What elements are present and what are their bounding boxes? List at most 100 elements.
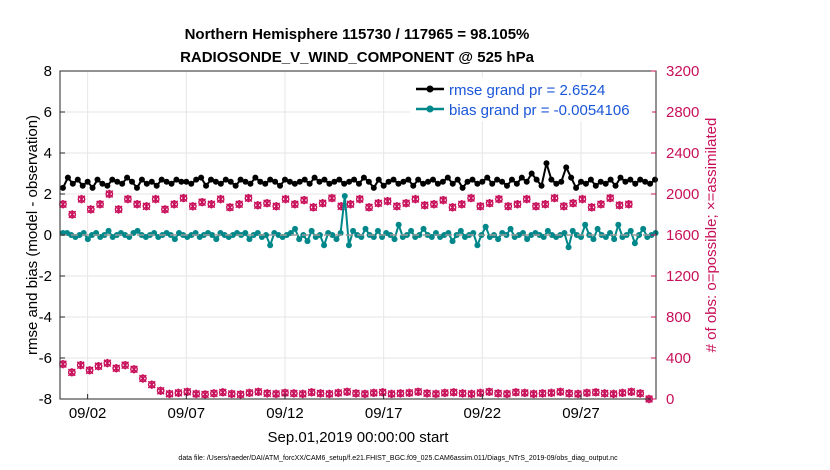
series-rmse-point [296, 178, 303, 185]
series-rmse-point [351, 176, 358, 183]
series-rmse-point [390, 176, 397, 183]
series-rmse-point [198, 174, 205, 181]
obs-low-assimilated-point [609, 389, 618, 399]
series-rmse-point [232, 182, 239, 189]
series-rmse-point [262, 180, 269, 187]
obs-high-assimilated-point [569, 199, 578, 208]
obs-high-assimilated-point [550, 193, 559, 203]
series-rmse-point [454, 176, 461, 183]
obs-high-assimilated-point [457, 200, 466, 209]
obs-high-assimilated-point [96, 200, 104, 209]
chart-marks [59, 160, 659, 404]
series-rmse-point [518, 174, 525, 181]
obs-high-assimilated-point [68, 210, 77, 219]
obs-high-assimilated-point [402, 199, 411, 208]
obs-high-assimilated-point [198, 198, 206, 207]
obs-high-assimilated-point [448, 203, 457, 212]
series-bias-point [507, 225, 514, 232]
series-rmse-point [587, 176, 594, 183]
series-rmse-point [306, 180, 313, 187]
obs-low-assimilated-point [352, 389, 360, 398]
series-rmse-point [415, 176, 422, 183]
series-rmse-point [420, 180, 427, 187]
obs-high-assimilated-point [179, 193, 188, 203]
y-tick-label: -4 [39, 309, 52, 326]
x-tick-label: 09/07 [168, 405, 206, 422]
obs-high-assimilated-point [504, 202, 513, 211]
y-tick-label: 6 [44, 104, 52, 121]
series-rmse-point [508, 176, 515, 183]
series-rmse-point [64, 174, 71, 181]
series-bias-point [631, 240, 638, 247]
series-rmse-point [375, 176, 382, 183]
footer-data-file: data file: /Users/raeder/DAI/ATM_forcXX/… [178, 455, 618, 462]
series-bias-point [84, 236, 91, 243]
series-rmse-point [647, 180, 654, 187]
y-axis-ticks: 8 6 4 2 0 -2 -4 -6 -8 [39, 63, 65, 408]
obs-low-assimilated-point [307, 388, 316, 397]
obs-low-assimilated-point [574, 389, 582, 399]
obs-high-assimilated-point [624, 200, 633, 209]
obs-high-assimilated-point [587, 203, 596, 212]
obs-high-assimilated-point [142, 202, 151, 211]
obs-high-assimilated-point [495, 194, 503, 204]
series-rmse-point [622, 178, 629, 185]
obs-low-assimilated-point [138, 374, 147, 383]
series-rmse-point [444, 174, 451, 181]
series-bias-point [333, 236, 340, 243]
series-rmse-point [124, 174, 131, 181]
obs-low-assimilated-point [325, 389, 334, 399]
y-tick-label: -2 [39, 268, 52, 285]
series-bias-point [321, 242, 328, 249]
obs-low-assimilated-point [316, 389, 325, 398]
right-axis-label: # of obs: o=possible; ×=assimilated [703, 118, 720, 353]
obs-low-assimilated-point [183, 387, 192, 397]
series-bias-point [561, 229, 568, 236]
obs-low-assimilated-point [210, 389, 218, 398]
right-tick-label: 1200 [666, 268, 699, 285]
series-rmse-point [158, 176, 165, 183]
obs-low-assimilated-point [236, 390, 245, 399]
series-rmse-point [321, 176, 328, 183]
obs-high-assimilated-point [207, 200, 216, 209]
obs-high-assimilated-point [123, 194, 132, 204]
series-bias-point [105, 227, 112, 234]
obs-low-assimilated-point [396, 389, 405, 398]
series-rmse-point [281, 176, 288, 183]
obs-high-assimilated-point [253, 201, 262, 210]
series-rmse-point [89, 184, 96, 191]
obs-low-assimilated-point [245, 388, 254, 398]
obs-high-assimilated-point [281, 194, 290, 204]
obs-high-assimilated-point [272, 202, 281, 211]
series-rmse-point [69, 180, 76, 187]
series-rmse-point [341, 180, 348, 187]
obs-low-assimilated-point [618, 388, 627, 398]
right-tick-label: 2400 [666, 145, 699, 162]
series-rmse-point [617, 174, 624, 181]
series-rmse-point [267, 176, 274, 183]
obs-high-assimilated-point [430, 200, 438, 209]
obs-low-assimilated-point [227, 389, 236, 399]
series-rmse-point [331, 178, 338, 185]
series-bias-point [374, 227, 381, 234]
series-bias-point [171, 236, 178, 243]
series-bias-point [395, 221, 402, 228]
legend-bias-label: bias grand pr = -0.0054106 [449, 102, 630, 119]
x-tick-label: 09/02 [69, 405, 107, 422]
obs-low-assimilated-point [85, 366, 94, 375]
obs-low-assimilated-point [627, 387, 636, 397]
obs-low-assimilated-point [218, 388, 227, 397]
series-rmse-point [370, 184, 377, 191]
obs-low-assimilated-point [369, 388, 378, 398]
series-rmse-point [474, 180, 481, 187]
series-rmse-point [612, 182, 619, 189]
series-bias-point [213, 236, 220, 243]
obs-low-assimilated-point [511, 388, 520, 397]
obs-low-assimilated-point [449, 388, 458, 397]
series-rmse-point [346, 178, 353, 185]
obs-low-assimilated-point [67, 368, 76, 377]
series-rmse-point [484, 174, 491, 181]
series-rmse-point [410, 182, 417, 189]
obs-high-assimilated-point [216, 194, 225, 204]
legend-bias-key [416, 105, 444, 113]
